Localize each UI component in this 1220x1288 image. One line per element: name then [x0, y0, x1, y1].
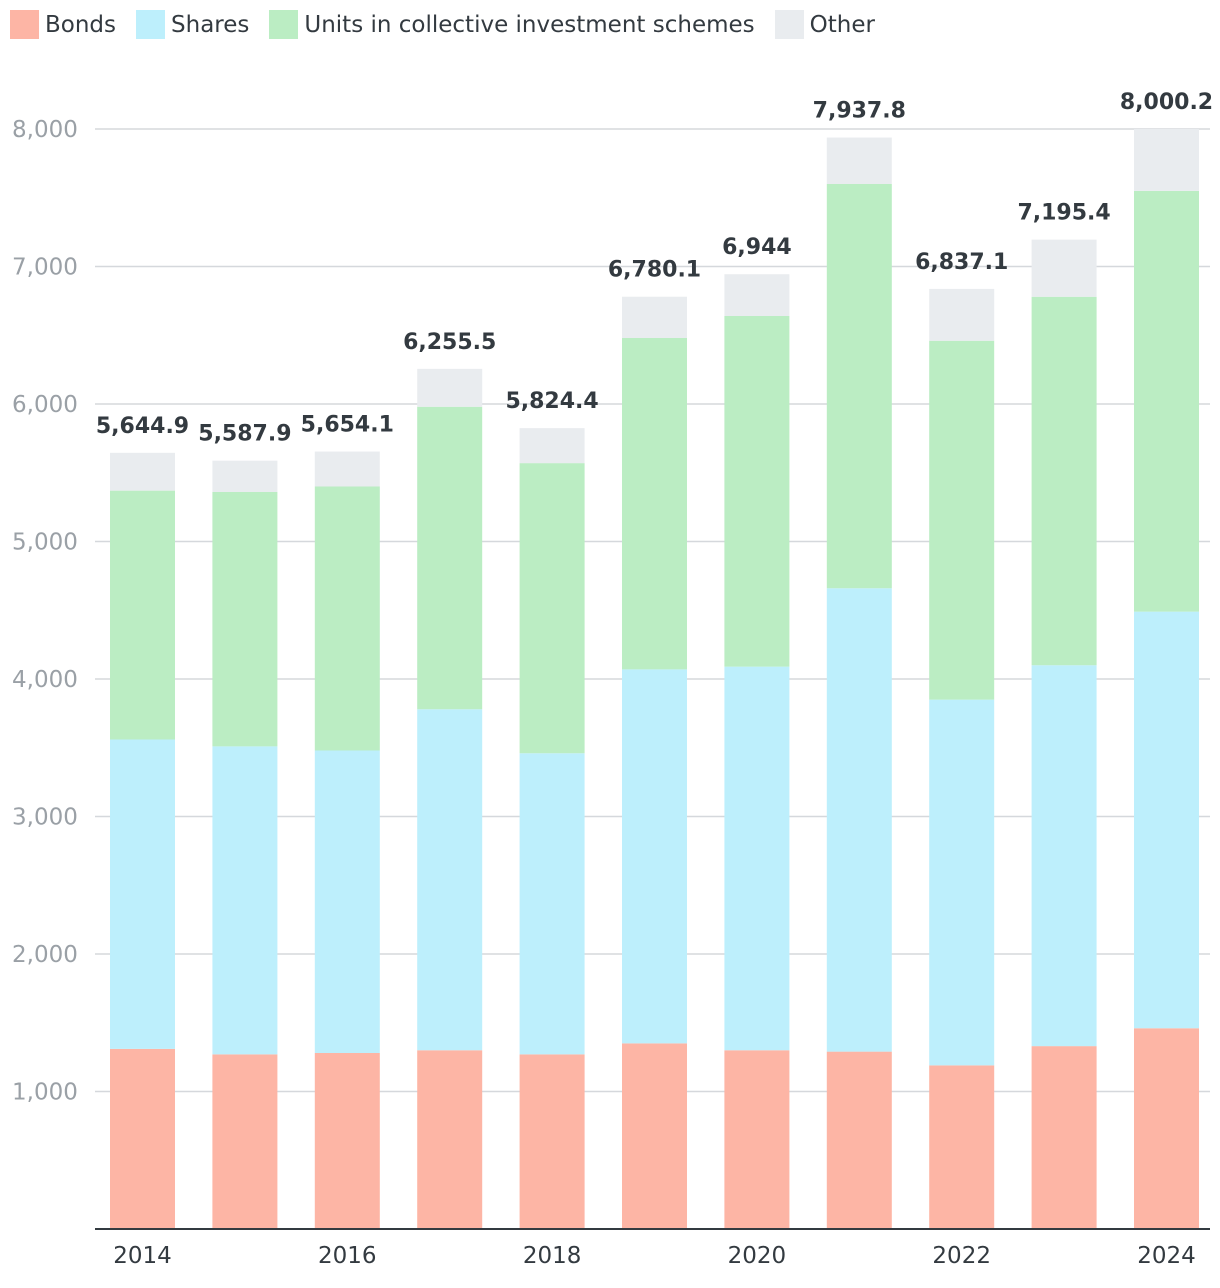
legend-label-units: Units in collective investment schemes	[304, 11, 755, 38]
total-label: 6,837.1	[915, 250, 1008, 275]
legend-swatch-units	[269, 10, 299, 39]
bar-segment-shares	[724, 666, 790, 1051]
bar-segment-other	[724, 274, 790, 316]
total-label: 5,587.9	[198, 422, 291, 447]
legend-swatch-bonds	[10, 10, 39, 39]
x-tick-label: 2018	[523, 1243, 582, 1269]
total-label: 7,937.8	[813, 99, 906, 124]
bar-segment-other	[826, 137, 892, 184]
bar-segment-bonds	[519, 1054, 585, 1229]
legend-item-other[interactable]: Other	[774, 10, 875, 39]
x-tick-label: 2024	[1137, 1243, 1196, 1269]
bar-segment-shares	[212, 746, 278, 1055]
bar-segment-bonds	[929, 1065, 995, 1229]
bars	[110, 128, 1199, 1229]
bar-segment-bonds	[826, 1051, 892, 1229]
x-tick-label: 2022	[932, 1243, 991, 1269]
bar-segment-bonds	[724, 1050, 790, 1229]
bar-segment-shares	[622, 669, 687, 1044]
bar-segment-shares	[417, 709, 483, 1051]
bar-segment-other	[212, 460, 278, 492]
legend-label-shares: Shares	[171, 11, 250, 38]
total-label: 5,654.1	[301, 413, 394, 438]
bar-segment-units-in-collective-investment-schemes	[519, 463, 585, 754]
y-tick-label: 5,000	[12, 530, 78, 556]
legend: Bonds Shares Units in collective investm…	[10, 10, 895, 39]
bar-segment-shares	[519, 753, 585, 1055]
axes: 1,000 2,000 3,000 4,000 5,000 6,000 7,000 8,000…	[12, 117, 1210, 1269]
total-label: 5,644.9	[96, 414, 189, 439]
bar-segment-units-in-collective-investment-schemes	[417, 406, 483, 710]
bar-segment-other	[314, 451, 380, 487]
bar-segment-bonds	[212, 1054, 278, 1229]
total-label: 7,195.4	[1017, 201, 1110, 226]
bar-segment-shares	[826, 588, 892, 1052]
bar-segment-units-in-collective-investment-schemes	[826, 184, 892, 589]
bar-segment-bonds	[1134, 1028, 1199, 1229]
bar-segment-units-in-collective-investment-schemes	[314, 486, 380, 751]
bar-segment-other	[519, 428, 585, 464]
legend-swatch-other	[774, 10, 804, 39]
bar-segment-other	[622, 296, 687, 338]
y-tick-label: 8,000	[12, 117, 78, 143]
bar-segment-shares	[929, 699, 995, 1066]
bar-segment-units-in-collective-investment-schemes	[110, 490, 175, 740]
bar-segment-units-in-collective-investment-schemes	[622, 338, 687, 670]
bar-segment-other	[1134, 128, 1199, 191]
legend-item-bonds[interactable]: Bonds	[10, 10, 116, 39]
legend-swatch-shares	[136, 10, 166, 39]
x-tick-label: 2016	[318, 1243, 377, 1269]
bar-segment-shares	[110, 739, 175, 1049]
total-label: 6,780.1	[608, 258, 701, 283]
bar-segment-other	[1031, 239, 1097, 297]
bar-segment-bonds	[314, 1053, 380, 1229]
bar-segment-units-in-collective-investment-schemes	[1134, 190, 1199, 612]
bar-segment-bonds	[110, 1048, 175, 1229]
total-labels: 5,644.9 5,587.9 5,654.1 6,255.5 5,824.4 6,780…	[96, 90, 1213, 447]
bar-segment-bonds	[1031, 1046, 1097, 1229]
bar-segment-units-in-collective-investment-schemes	[929, 340, 995, 700]
y-tick-label: 3,000	[12, 805, 78, 831]
total-label: 8,000.2	[1120, 90, 1213, 115]
y-tick-label: 6,000	[12, 392, 78, 418]
bar-segment-units-in-collective-investment-schemes	[724, 316, 790, 667]
bar-segment-units-in-collective-investment-schemes	[1031, 296, 1097, 666]
x-tick-label: 2014	[113, 1243, 172, 1269]
y-tick-label: 2,000	[12, 942, 78, 968]
legend-item-units[interactable]: Units in collective investment schemes	[269, 10, 755, 39]
bar-segment-bonds	[622, 1043, 687, 1229]
x-tick-label: 2020	[728, 1243, 787, 1269]
bar-segment-shares	[314, 750, 380, 1053]
bar-segment-shares	[1134, 611, 1199, 1029]
y-tick-label: 1,000	[12, 1080, 78, 1106]
bar-segment-bonds	[417, 1050, 483, 1229]
total-label: 6,255.5	[403, 330, 496, 355]
bar-segment-other	[929, 288, 995, 341]
legend-label-bonds: Bonds	[45, 11, 117, 38]
bar-segment-units-in-collective-investment-schemes	[212, 492, 278, 747]
bar-segment-shares	[1031, 665, 1097, 1047]
total-label: 6,944	[722, 235, 792, 260]
bar-segment-other	[417, 368, 483, 407]
legend-label-other: Other	[809, 11, 875, 38]
bar-segment-other	[110, 452, 175, 491]
total-label: 5,824.4	[505, 389, 598, 414]
y-tick-label: 4,000	[12, 667, 78, 693]
legend-item-shares[interactable]: Shares	[136, 10, 249, 39]
y-tick-label: 7,000	[12, 255, 78, 281]
